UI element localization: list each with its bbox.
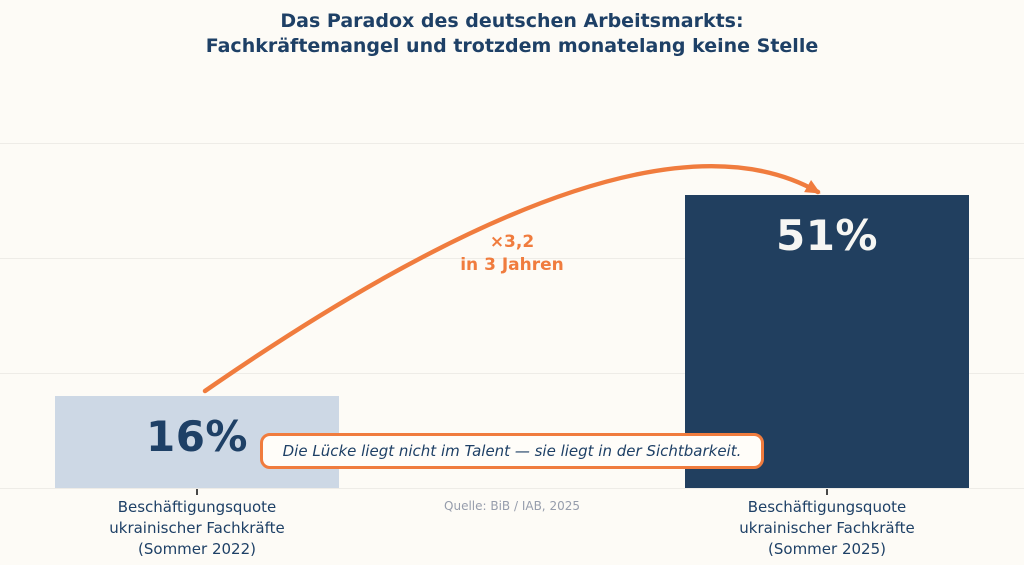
x-tick-2022 bbox=[196, 489, 198, 495]
bar-value-label-2022: 16% bbox=[145, 412, 249, 461]
category-label-2022: Beschäftigungsquote ukrainischer Fachkrä… bbox=[109, 498, 285, 558]
x-tick-2025 bbox=[826, 489, 828, 495]
chart-title: Das Paradox des deutschen Arbeitsmarkts:… bbox=[205, 10, 819, 57]
callout-box: Die Lücke liegt nicht im Talent — sie li… bbox=[260, 433, 764, 469]
bar-value-label-2025: 51% bbox=[775, 211, 879, 260]
category-label-2025: Beschäftigungsquote ukrainischer Fachkrä… bbox=[739, 498, 915, 558]
gridline bbox=[0, 488, 1024, 489]
multiplier-annotation: ×3,2 in 3 Jahren bbox=[460, 232, 564, 275]
gridline bbox=[0, 143, 1024, 144]
source-note: Quelle: BiB / IAB, 2025 bbox=[444, 499, 580, 513]
